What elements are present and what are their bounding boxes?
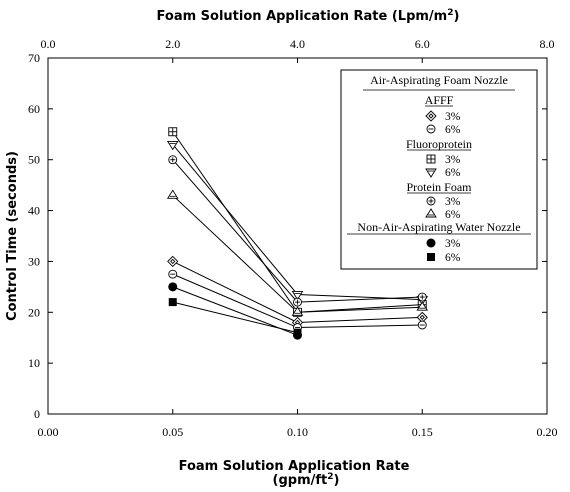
data-point-0-0 — [167, 255, 179, 268]
legend-label-protein-6: 6% — [445, 209, 461, 221]
data-point-2-0 — [168, 127, 178, 137]
y-tick-label: 50 — [28, 153, 40, 167]
data-point-7-1 — [293, 328, 302, 337]
legend-group-heading-afff: AFFF — [425, 93, 454, 107]
legend-label-water-6: 6% — [445, 252, 461, 264]
legend-label-afff-3: 3% — [445, 111, 461, 123]
legend-label-afff-6: 6% — [445, 124, 461, 136]
legend-markers — [425, 110, 437, 261]
x-tick-label: 0.15 — [412, 425, 433, 439]
x-bottom-axis-title: Foam Solution Application Rate — [179, 459, 410, 474]
legend: Air-Aspirating Foam Nozzle AFFF 3% 6% Fl… — [340, 69, 538, 270]
legend-group-heading-protein: Protein Foam — [407, 180, 473, 194]
legend-group-heading-fluoroprotein: Fluoroprotein — [406, 137, 472, 151]
data-point-5-0 — [166, 189, 179, 199]
data-point-1-2 — [417, 320, 427, 330]
data-point-3-0 — [166, 141, 179, 151]
legend-label-water-3: 3% — [445, 238, 461, 250]
y-tick-label: 60 — [28, 102, 40, 116]
x-bottom-axis-unit: (gpm/ft2) — [273, 472, 340, 488]
y-tick-label: 70 — [28, 51, 40, 65]
y-tick-label: 40 — [28, 204, 40, 218]
legend-marker-1 — [426, 124, 436, 134]
y-tick-label: 10 — [28, 356, 40, 370]
x-tick-label: 0.10 — [287, 425, 308, 439]
tick-layer: 0.00 0.05 0.10 0.15 0.20 0.0 2.0 4.0 6.0 8.0 0 10 20… — [28, 37, 558, 439]
legend-marker-6 — [426, 238, 436, 248]
y-axis-title: Control Time (seconds) — [5, 151, 20, 321]
legend-marker-4 — [426, 196, 436, 206]
legend-marker-0 — [425, 110, 437, 122]
x-tick-label: 0.05 — [162, 425, 183, 439]
legend-label-fluoroprotein-6: 6% — [445, 167, 461, 179]
x-tick-label: 0.20 — [537, 425, 558, 439]
data-point-5-2 — [416, 301, 429, 311]
data-point-4-0 — [168, 155, 178, 165]
legend-group-heading-water: Non-Air-Aspirating Water Nozzle — [357, 220, 520, 234]
series-line-7 — [172, 301, 298, 334]
data-point-5-1 — [291, 306, 304, 316]
data-point-7-0 — [168, 298, 177, 307]
legend-label-fluoroprotein-3: 3% — [445, 154, 461, 166]
data-point-3-1 — [291, 291, 304, 301]
y-tick-label: 30 — [28, 254, 40, 268]
legend-marker-2 — [426, 154, 436, 164]
y-tick-label: 0 — [34, 407, 40, 421]
legend-title: Air-Aspirating Foam Nozzle — [370, 73, 508, 87]
x-tick-label: 0.00 — [38, 425, 59, 439]
x-top-tick-label: 8.0 — [540, 37, 555, 51]
x-top-tick-label: 6.0 — [415, 37, 430, 51]
data-point-6-0 — [168, 282, 178, 292]
x-top-axis-title: Foam Solution Application Rate (Lpm/m2) — [157, 8, 460, 24]
x-top-tick-label: 4.0 — [290, 37, 305, 51]
legend-marker-3 — [425, 168, 437, 178]
legend-label-protein-3: 3% — [445, 196, 461, 208]
data-point-4-1 — [293, 297, 302, 307]
y-tick-label: 20 — [28, 305, 40, 319]
data-point-1-0 — [168, 269, 178, 279]
legend-marker-7 — [427, 253, 435, 261]
data-point-4-2 — [417, 292, 427, 302]
legend-marker-5 — [425, 208, 437, 218]
series-markers — [166, 127, 429, 340]
x-top-tick-label: 0.0 — [41, 37, 56, 51]
x-top-tick-label: 2.0 — [165, 37, 180, 51]
legend-box — [340, 69, 538, 270]
